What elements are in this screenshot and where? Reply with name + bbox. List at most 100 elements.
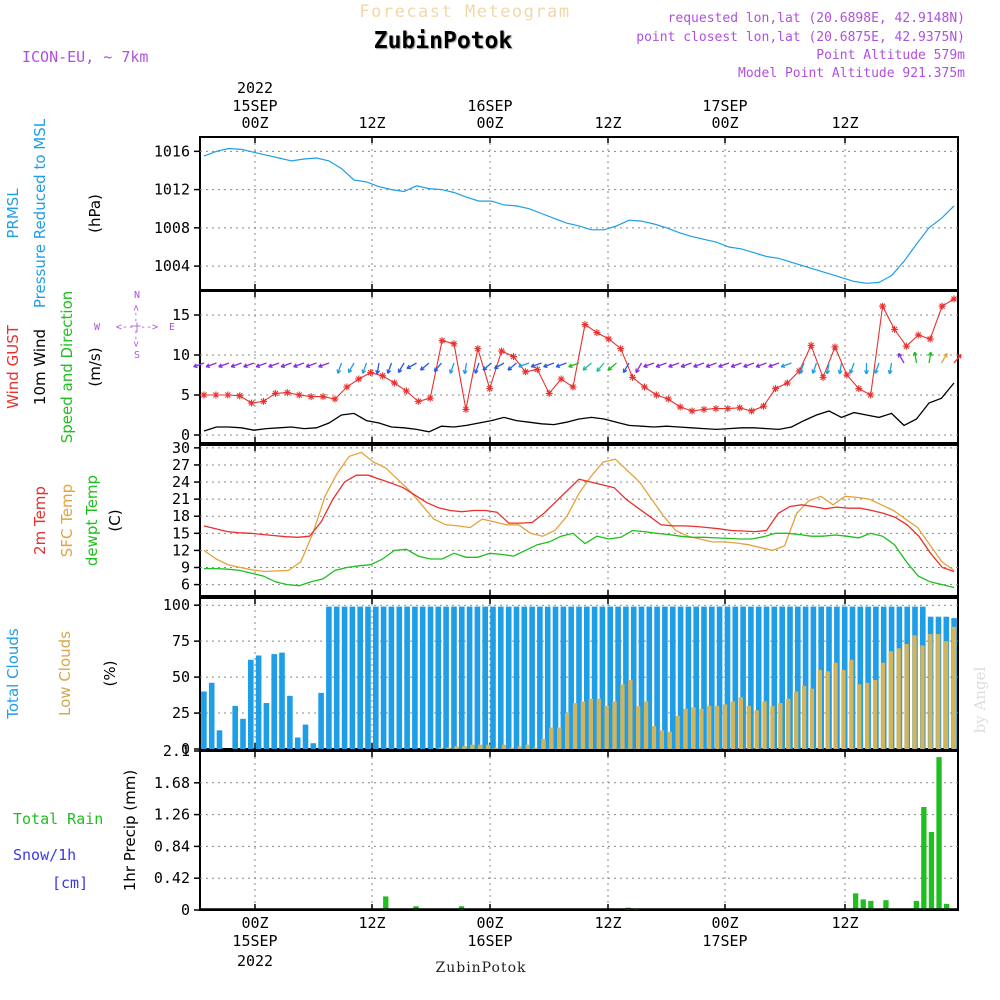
wind-arrow-head2-53 [865, 370, 869, 375]
ytick-label-4-5: 2.1 [163, 742, 190, 760]
gust-marker-22 [462, 405, 470, 413]
top-time-label-5: 12Z [831, 114, 858, 132]
low-cloud-bar-84 [865, 682, 870, 749]
gust-marker-6 [271, 389, 279, 397]
wind-arrow-42 [718, 362, 730, 368]
gust-marker-d2-40 [677, 404, 684, 410]
low-cloud-bar-50 [596, 698, 601, 749]
gust-marker-49 [783, 379, 791, 387]
top-time-label-0: 00Z [241, 114, 268, 132]
gust-marker-d2-31 [570, 384, 576, 390]
total-cloud-bar-58 [654, 606, 660, 749]
bottom-time-label-2: 00Z [476, 914, 503, 932]
wind-arrow-18 [420, 362, 430, 371]
gust-marker-45 [736, 404, 744, 412]
total-cloud-bar-85 [865, 606, 871, 749]
panel-frame-0 [199, 136, 959, 291]
total-cloud-bar-6 [248, 659, 254, 749]
wind-arrow-head2-33 [607, 368, 613, 371]
low-cloud-bar-60 [675, 715, 680, 749]
gust-marker-d2-37 [641, 384, 648, 390]
model-altitude: Model Point Altitude 921.375m [738, 66, 965, 81]
gust-marker-d2-42 [701, 406, 707, 413]
gust-marker-d2-61 [927, 336, 934, 342]
low-cloud-bar-73 [778, 703, 783, 749]
wind-arrow-11 [337, 362, 343, 374]
gust-marker-d2-29 [546, 390, 553, 397]
total-cloud-bar-84 [857, 606, 864, 749]
total-cloud-bar-64 [701, 606, 707, 749]
total-cloud-bar-47 [568, 606, 574, 749]
wind-arrow-31 [582, 362, 592, 371]
low-cloud-bar-89 [904, 644, 909, 749]
wind-arrow-41 [705, 362, 717, 368]
wind-arrow-head2-41 [706, 366, 711, 369]
total-cloud-bar-36 [482, 606, 488, 749]
total-cloud-bar-26 [404, 606, 410, 749]
precip-bar-87 [860, 899, 866, 910]
wind-arrow-1 [205, 362, 217, 368]
precip-bar-88 [868, 900, 874, 910]
ytick-label-2-6: 24 [172, 473, 190, 491]
gust-marker-9 [307, 393, 315, 401]
wind-arrow-17 [406, 362, 417, 370]
low-cloud-bar-94 [944, 641, 949, 749]
precip-bar-97 [936, 757, 942, 910]
gust-marker-d2-62 [939, 303, 945, 310]
ytick-label-4-1: 0.42 [154, 869, 190, 887]
total-cloud-bar-52 [607, 606, 613, 749]
total-cloud-bar-0 [201, 691, 207, 749]
low-cloud-bar-67 [730, 701, 736, 749]
wind-arrow-head2-32 [596, 369, 601, 373]
2m-temp-line [203, 474, 955, 573]
gust-marker-d2-55 [855, 385, 862, 392]
wind-arrow-28 [543, 362, 555, 368]
gust-marker-d2-32 [582, 321, 588, 328]
gust-marker-58 [890, 325, 898, 333]
low-cloud-bar-71 [762, 701, 767, 749]
bottom-time-label-1: 12Z [358, 914, 385, 932]
gust-marker-27 [521, 368, 529, 376]
wind-arrow-head2-58 [927, 351, 932, 356]
panel-label-temp-1: SFC Temp [58, 484, 76, 557]
panel-frame-1 [199, 290, 959, 444]
wind-arrow-head2-40 [693, 366, 698, 369]
wind-arrow-head2-45 [756, 366, 761, 369]
precip-side-label-1: Snow/1h [13, 846, 76, 864]
gust-marker-59 [902, 342, 910, 350]
compass-south: S [134, 350, 140, 361]
low-cloud-bar-37 [493, 747, 499, 749]
total-cloud-bar-13 [302, 724, 309, 749]
gust-marker-d2-33 [593, 329, 600, 336]
low-cloud-bar-75 [794, 691, 799, 749]
gust-marker-d2-24 [486, 385, 493, 392]
low-cloud-bar-76 [801, 685, 807, 749]
wind-arrow-32 [596, 362, 605, 372]
gust-marker-d2-16 [391, 380, 398, 386]
total-cloud-bar-20 [357, 606, 363, 749]
total-cloud-bar-27 [412, 606, 418, 749]
gust-marker-4 [248, 399, 256, 407]
wind-arrow-50 [826, 362, 830, 374]
ytick-label-2-4: 18 [172, 507, 190, 525]
wind-arrow-head2-42 [718, 366, 723, 369]
low-cloud-bar-49 [588, 698, 593, 749]
sfc-temp-line [203, 451, 955, 573]
precip-bar-96 [928, 832, 935, 910]
wind-arrow-12 [347, 362, 355, 373]
wind-arrow-head2-36 [643, 366, 648, 369]
precip-bar-34 [458, 906, 465, 910]
low-cloud-bar-33 [462, 746, 467, 749]
compass-east: E [169, 322, 175, 333]
total-cloud-bar-74 [779, 606, 785, 749]
gust-marker-1 [212, 391, 220, 399]
wind-arrow-head2-38 [668, 366, 673, 369]
ytick-label-2-3: 15 [172, 524, 190, 542]
total-cloud-bar-39 [505, 606, 512, 749]
top-time-label-3: 12Z [594, 114, 621, 132]
gust-marker-38 [652, 391, 660, 399]
wind-arrow-head2-60 [957, 353, 962, 357]
wind-arrow-27 [530, 362, 542, 368]
ytick-label-0-0: 1004 [154, 257, 190, 275]
gust-marker-41 [688, 407, 696, 415]
